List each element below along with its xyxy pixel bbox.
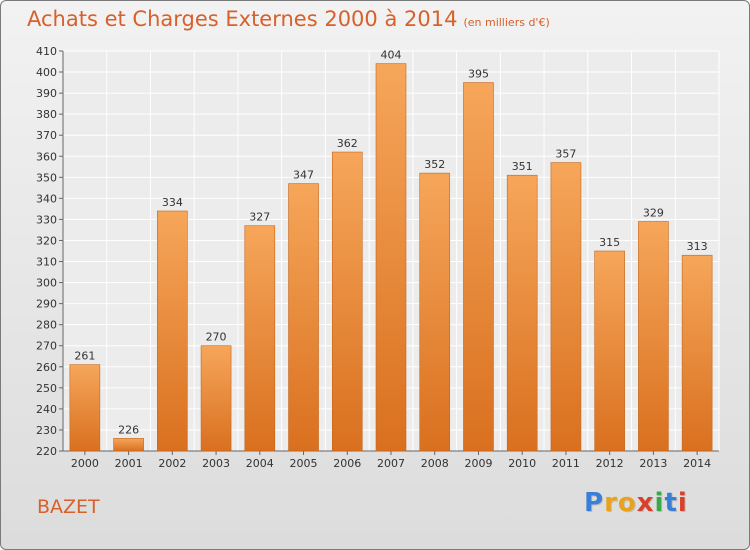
data-label: 352 <box>424 158 445 171</box>
y-tick-label: 390 <box>36 87 57 100</box>
logo-letter: P <box>584 488 605 518</box>
y-tick-label: 260 <box>36 361 57 374</box>
data-label: 329 <box>643 207 664 220</box>
logo-letter: o <box>617 488 637 518</box>
x-tick-label: 2007 <box>377 457 405 470</box>
x-tick-label: 2004 <box>246 457 274 470</box>
place-name: BAZET <box>37 496 100 518</box>
x-tick-label: 2009 <box>464 457 492 470</box>
x-tick-label: 2003 <box>202 457 230 470</box>
logo-letter: i <box>654 488 665 518</box>
data-label: 313 <box>687 240 708 253</box>
bar <box>506 174 538 452</box>
x-tick-label: 2013 <box>639 457 667 470</box>
title-text: Achats et Charges Externes 2000 à 2014 <box>27 7 458 31</box>
y-tick-label: 400 <box>36 66 57 79</box>
y-tick-label: 270 <box>36 340 57 353</box>
unit-text: (en milliers d'€) <box>463 16 550 29</box>
proxiti-logo: Proxiti <box>584 488 688 518</box>
data-label: 404 <box>381 49 402 62</box>
bar <box>244 225 276 452</box>
data-label: 357 <box>555 148 576 161</box>
data-label: 395 <box>468 68 489 81</box>
bar <box>69 364 101 452</box>
y-tick-label: 310 <box>36 256 57 269</box>
y-tick-label: 380 <box>36 108 57 121</box>
bar <box>157 210 188 452</box>
bar <box>375 63 407 452</box>
y-tick-label: 280 <box>36 319 57 332</box>
chart-title: Achats et Charges Externes 2000 à 2014 (e… <box>27 7 550 31</box>
data-label: 261 <box>74 350 95 363</box>
y-tick-label: 240 <box>36 403 57 416</box>
data-label: 362 <box>337 137 358 150</box>
x-tick-label: 2010 <box>508 457 536 470</box>
bar <box>681 254 713 452</box>
y-tick-label: 370 <box>36 129 57 142</box>
y-tick-label: 350 <box>36 171 57 184</box>
bar <box>200 345 232 452</box>
y-tick-label: 300 <box>36 277 57 290</box>
y-tick-label: 360 <box>36 150 57 163</box>
x-tick-label: 2012 <box>596 457 624 470</box>
bar <box>638 221 669 452</box>
x-tick-label: 2005 <box>290 457 318 470</box>
bars <box>69 63 713 452</box>
y-tick-label: 330 <box>36 213 57 226</box>
y-tick-label: 290 <box>36 298 57 311</box>
y-tick-label: 410 <box>36 45 57 58</box>
data-label: 347 <box>293 169 314 182</box>
data-label: 270 <box>206 331 227 344</box>
data-label: 334 <box>162 196 183 209</box>
bar <box>550 162 582 452</box>
data-label: 315 <box>599 236 620 249</box>
logo-letter: r <box>604 488 618 518</box>
bar <box>463 82 494 452</box>
x-tick-label: 2011 <box>552 457 580 470</box>
bar <box>331 151 363 452</box>
logo-letter: i <box>677 488 688 518</box>
x-tick-label: 2002 <box>158 457 186 470</box>
x-tick-label: 2000 <box>71 457 99 470</box>
logo-letter: x <box>636 488 655 518</box>
bar <box>288 183 319 452</box>
labels: 220 230 240 250 260 270 280 290 300 310 320 330 340 3… <box>36 45 711 470</box>
y-tick-label: 230 <box>36 424 57 437</box>
data-label: 351 <box>512 160 533 173</box>
bar <box>419 172 451 452</box>
x-tick-label: 2014 <box>683 457 711 470</box>
y-tick-label: 320 <box>36 234 57 247</box>
x-tick-label: 2006 <box>333 457 361 470</box>
logo-letter: t <box>664 488 678 518</box>
y-tick-label: 340 <box>36 192 57 205</box>
y-tick-label: 250 <box>36 382 57 395</box>
data-label: 327 <box>249 211 270 224</box>
x-tick-label: 2001 <box>115 457 143 470</box>
bar <box>113 438 144 452</box>
data-label: 226 <box>118 423 139 436</box>
y-tick-label: 220 <box>36 445 57 458</box>
x-tick-label: 2008 <box>421 457 449 470</box>
bar <box>594 250 625 452</box>
